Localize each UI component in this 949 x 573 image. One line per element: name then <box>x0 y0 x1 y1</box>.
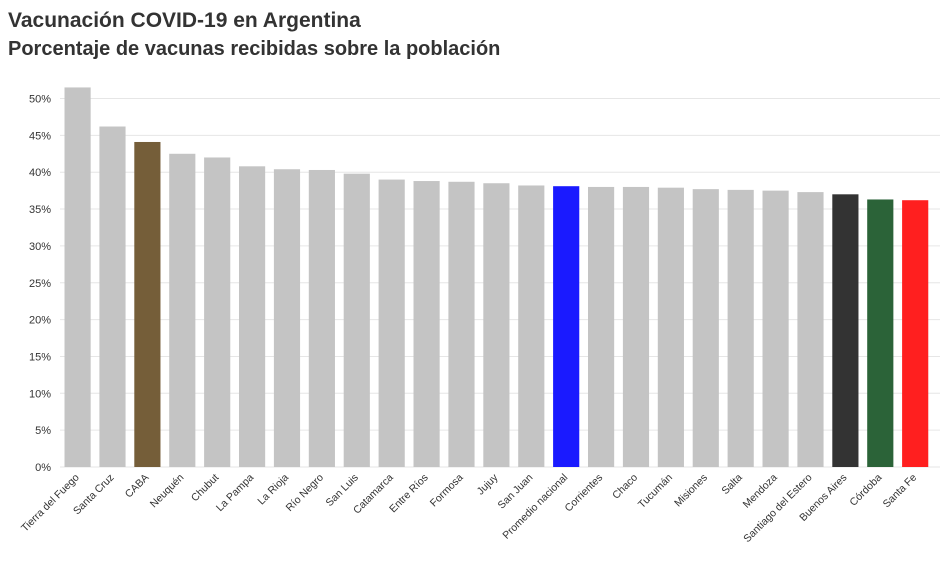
bar <box>902 200 929 467</box>
x-tick-label: Tierra del Fuego <box>19 472 82 535</box>
x-tick-label: Corrientes <box>562 472 605 515</box>
x-tick-label: Promedio nacional <box>500 472 570 542</box>
bar <box>518 185 545 467</box>
bar <box>483 183 510 467</box>
chart-subtitle: Porcentaje de vacunas recibidas sobre la… <box>8 38 501 60</box>
bar <box>134 141 161 468</box>
y-tick-label: 50% <box>29 94 51 106</box>
bar <box>204 157 231 467</box>
chart-title: Vacunación COVID-19 en Argentina <box>8 9 361 32</box>
y-tick-label: 20% <box>29 315 51 327</box>
x-tick-label: La Pampa <box>214 472 256 514</box>
y-tick-label: 35% <box>29 204 51 216</box>
y-tick-label: 0% <box>35 462 51 474</box>
bar <box>273 169 301 467</box>
y-tick-label: 45% <box>29 130 51 142</box>
x-tick-label: Misiones <box>672 472 710 510</box>
x-tick-label: Santa Fe <box>881 472 920 511</box>
y-tick-label: 15% <box>29 351 51 363</box>
x-tick-label: Córdoba <box>847 472 884 509</box>
bar <box>239 166 266 468</box>
bar <box>832 194 859 467</box>
y-tick-label: 10% <box>29 388 51 400</box>
bar <box>99 126 126 467</box>
bar <box>657 187 684 467</box>
bar <box>64 87 91 467</box>
bar <box>727 189 754 467</box>
y-axis-ticks: 0% 5% 10% 15% 20% 25% 30% 35% 40% 45% 50% <box>29 94 51 475</box>
bar <box>797 192 824 467</box>
bar <box>588 186 615 467</box>
bar <box>413 181 440 468</box>
bar <box>692 189 719 467</box>
x-tick-label: Formosa <box>428 472 466 510</box>
x-tick-label: Neuquén <box>148 472 187 511</box>
bar <box>762 190 789 468</box>
x-tick-label: Río Negro <box>284 472 326 514</box>
x-tick-label: Chubut <box>189 472 221 504</box>
x-tick-label: Jujuy <box>475 471 501 497</box>
bar <box>867 199 894 467</box>
bar <box>378 179 405 467</box>
y-tick-label: 25% <box>29 278 51 290</box>
bar <box>622 186 650 467</box>
x-tick-label: CABA <box>123 472 152 501</box>
bar <box>553 186 580 467</box>
y-tick-label: 40% <box>29 167 51 179</box>
x-tick-label: Salta <box>719 472 745 498</box>
bar <box>343 173 370 468</box>
bar <box>448 181 475 467</box>
bar <box>308 169 335 468</box>
y-tick-label: 30% <box>29 241 51 253</box>
bars <box>64 87 929 468</box>
bar <box>169 153 196 467</box>
x-tick-label: Chaco <box>610 472 640 502</box>
y-tick-label: 5% <box>35 425 51 437</box>
x-tick-label: Tucumán <box>636 472 675 511</box>
